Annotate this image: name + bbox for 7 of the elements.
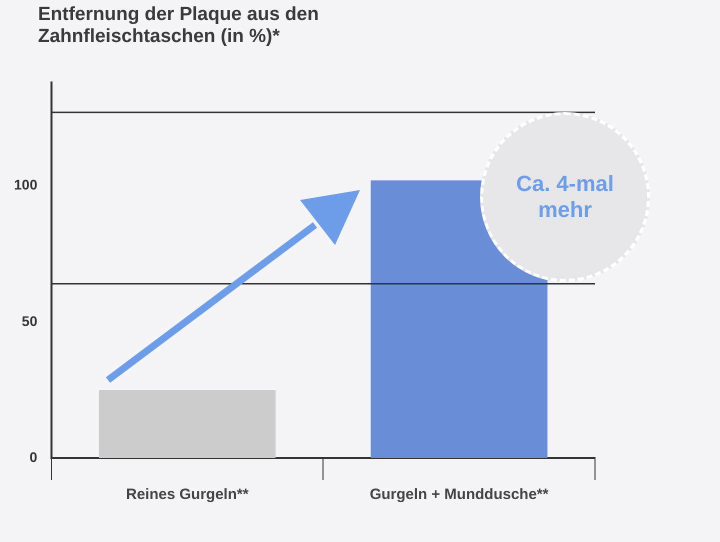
x-tick-label: Gurgeln + Munddusche** bbox=[370, 486, 549, 504]
badge: Ca. 4-mal mehr bbox=[480, 112, 650, 282]
x-tick-label: Reines Gurgeln** bbox=[126, 486, 249, 504]
chart-title: Entfernung der Plaque aus den Zahnfleischtaschen (in %)* bbox=[38, 4, 320, 48]
y-tick-label: 50 bbox=[22, 312, 38, 329]
y-tick-label: 100 bbox=[14, 176, 38, 193]
y-tick-label: 0 bbox=[30, 448, 38, 465]
